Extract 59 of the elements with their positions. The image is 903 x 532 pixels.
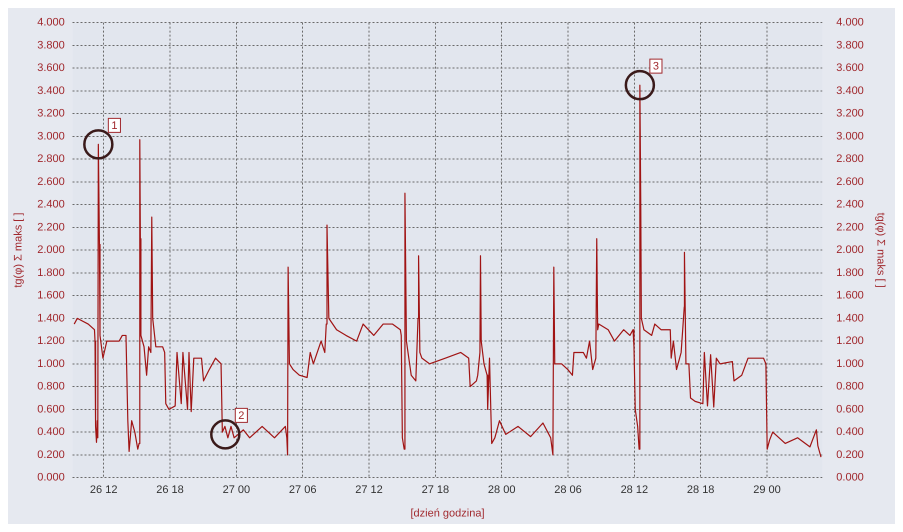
y2-tick-label: 3.000	[836, 130, 864, 142]
y2-tick-label: 1.000	[836, 358, 864, 370]
x-tick-label: 26 12	[90, 484, 118, 496]
y2-tick-label: 0.200	[836, 448, 864, 461]
y-tick-label: 0.600	[37, 403, 65, 416]
y-tick-label: 3.600	[37, 62, 65, 74]
y-tick-label: 2.600	[37, 176, 65, 188]
y2-tick-label: 2.000	[836, 244, 864, 256]
x-tick-label: 26 18	[156, 484, 184, 496]
y-tick-label: 2.200	[37, 221, 65, 234]
y2-tick-label: 2.800	[836, 153, 864, 166]
y2-tick-label: 2.600	[836, 176, 864, 188]
y2-tick-label: 1.800	[836, 266, 864, 279]
y-axis-title: tg(φ) Σ maks [ ]	[12, 212, 25, 288]
y-tick-label: 2.000	[37, 244, 65, 256]
y-tick-label: 3.200	[37, 108, 65, 120]
x-tick-label: 27 00	[222, 484, 250, 496]
y-tick-label: 1.600	[37, 290, 65, 302]
annotation: 2	[238, 410, 244, 422]
y-tick-label: 0.800	[37, 380, 65, 393]
y2-tick-label: 3.400	[836, 84, 864, 97]
y-tick-label: 2.800	[37, 153, 65, 166]
y2-tick-label: 2.200	[836, 221, 864, 234]
y-tick-label: 1.000	[37, 358, 65, 370]
y2-tick-label: 1.600	[836, 290, 864, 302]
y-tick-label: 2.400	[37, 198, 65, 211]
y2-tick-label: 0.800	[836, 380, 864, 393]
y2-axis-title: tg(φ) Σ maks [ ]	[874, 212, 886, 288]
y-tick-label: 0.400	[37, 426, 65, 438]
y-tick-label: 1.400	[37, 312, 65, 324]
y-tick-label: 1.200	[37, 335, 65, 348]
y-tick-label: 3.800	[37, 39, 65, 52]
y-tick-label: 0.200	[37, 448, 65, 461]
y2-tick-label: 4.000	[836, 16, 864, 29]
x-tick-label: 29 00	[753, 484, 781, 496]
y2-tick-label: 0.600	[836, 403, 864, 416]
y-tick-label: 0.000	[37, 472, 65, 484]
x-tick-label: 27 06	[288, 484, 316, 496]
x-tick-label: 28 06	[554, 484, 582, 496]
x-tick-label: 28 18	[686, 484, 714, 496]
annotation: 3	[652, 60, 659, 73]
x-axis-title: [dzień godzina]	[410, 507, 484, 520]
y-tick-label: 1.800	[37, 266, 65, 279]
annotation: 1	[111, 120, 118, 132]
y-tick-label: 4.000	[37, 16, 65, 29]
y2-tick-label: 3.200	[836, 108, 864, 120]
x-tick-label: 27 18	[422, 484, 450, 496]
y2-tick-label: 2.400	[836, 198, 864, 211]
x-tick-label: 28 12	[620, 484, 648, 496]
y2-tick-label: 3.800	[836, 39, 864, 52]
y2-tick-label: 3.600	[836, 62, 864, 74]
y-tick-label: 3.400	[37, 84, 65, 97]
y2-tick-label: 1.200	[836, 335, 864, 348]
x-tick-label: 27 12	[355, 484, 383, 496]
y2-tick-label: 0.000	[836, 472, 864, 484]
x-tick-label: 28 00	[488, 484, 516, 496]
y2-tick-label: 0.400	[836, 426, 864, 438]
y-tick-label: 3.000	[37, 130, 65, 142]
y2-tick-label: 1.400	[836, 312, 864, 324]
